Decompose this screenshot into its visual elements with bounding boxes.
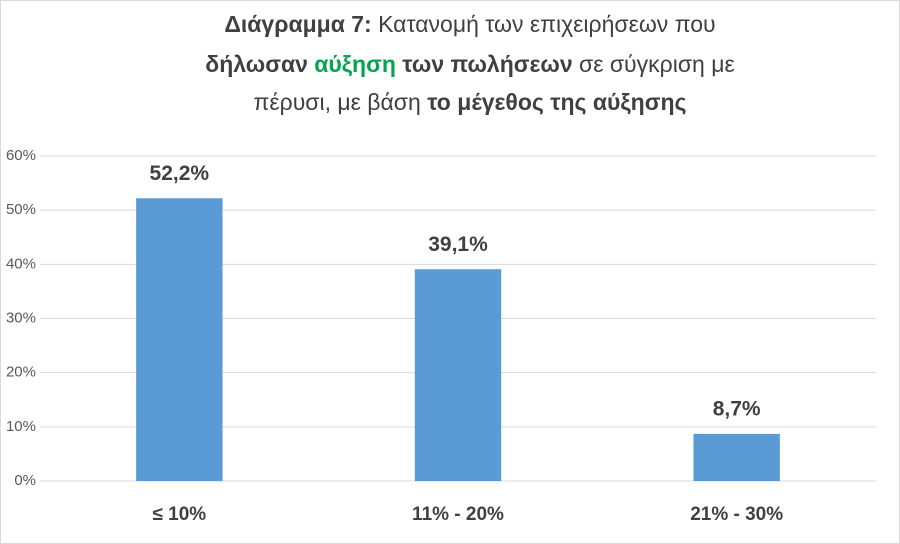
- title-run: το μέγεθος της αύξησης: [427, 89, 686, 115]
- y-tick-label: 60%: [6, 147, 36, 164]
- y-tick-label: 10%: [6, 418, 36, 435]
- y-tick-label: 50%: [6, 201, 36, 218]
- value-label: 39,1%: [428, 233, 488, 256]
- title-run: πέρυσι, με βάση: [254, 89, 428, 115]
- bar: [693, 433, 780, 481]
- title-run: δήλωσαν: [205, 51, 314, 77]
- x-tick-label: 21% - 30%: [690, 504, 783, 525]
- chart-title-line: Διάγραμμα 7: Κατανομή των επιχειρήσεων π…: [224, 11, 715, 37]
- value-label: 52,2%: [150, 162, 210, 185]
- bar: [414, 269, 502, 481]
- x-tick-label: 11% - 20%: [412, 504, 504, 525]
- bar: [136, 198, 223, 481]
- chart-title-line: πέρυσι, με βάση το μέγεθος της αύξησης: [254, 89, 687, 115]
- y-tick-label: 20%: [6, 364, 36, 381]
- title-run: Διάγραμμα 7:: [224, 11, 371, 37]
- x-tick-label: ≤ 10%: [152, 504, 206, 525]
- y-tick-label: 0%: [14, 472, 36, 489]
- title-run: αύξηση: [314, 51, 396, 77]
- value-label: 8,7%: [713, 397, 761, 420]
- chart-title-line: δήλωσαν αύξηση των πωλήσεων σε σύγκριση …: [205, 51, 734, 77]
- y-tick-label: 30%: [6, 309, 36, 326]
- title-run: Κατανομή των επιχειρήσεων που: [372, 11, 716, 37]
- title-run: σε σύγκριση με: [573, 51, 735, 77]
- y-tick-label: 40%: [6, 255, 36, 272]
- title-run: των πωλήσεων: [396, 51, 573, 77]
